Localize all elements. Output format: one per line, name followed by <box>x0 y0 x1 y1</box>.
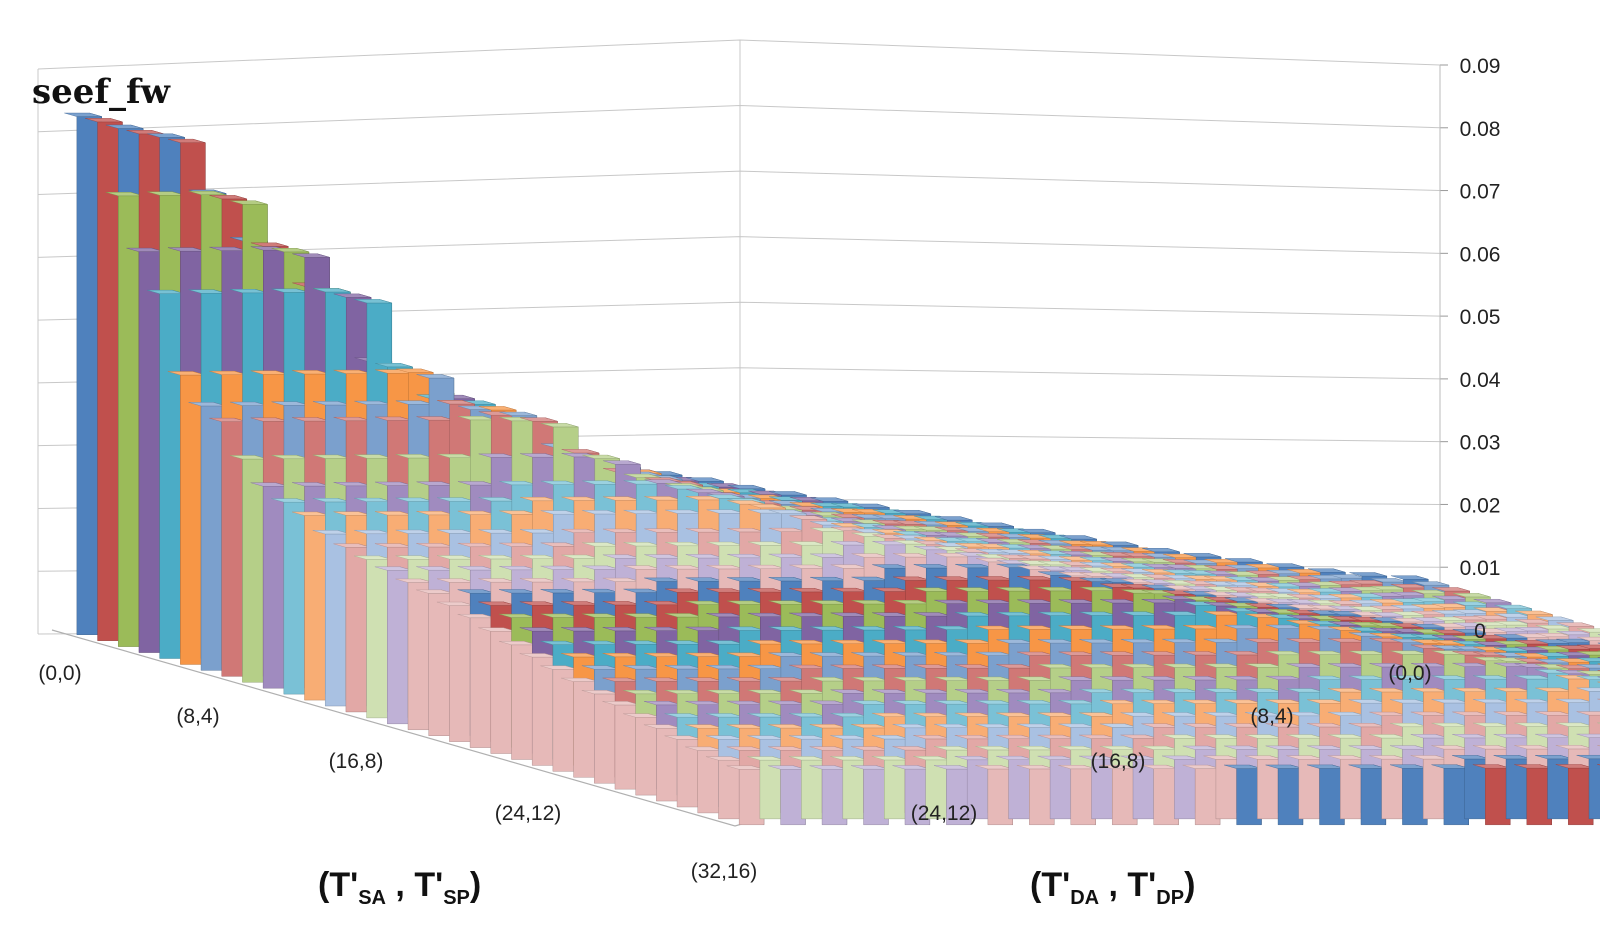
bar-top <box>188 190 227 195</box>
y-axis-title-sub2: DP <box>1156 887 1185 909</box>
bar-series <box>64 112 1600 826</box>
bar-top <box>582 454 620 459</box>
gridline <box>37 170 1441 196</box>
bar-top <box>810 497 848 502</box>
bar-top <box>416 374 454 379</box>
bar-top <box>768 509 807 514</box>
z-tick-label: 0.09 <box>1460 55 1501 78</box>
x-tick-label: (24,12) <box>495 802 562 825</box>
x-axis-title-main: (T' <box>318 866 359 904</box>
bar-top <box>520 417 558 422</box>
bar-top <box>271 248 309 253</box>
gridline <box>37 105 1441 133</box>
z-tick-label: 0.01 <box>1460 557 1501 580</box>
gridline <box>37 39 1441 70</box>
z-tick-label: 0 <box>1474 620 1486 643</box>
bar-top <box>395 368 434 373</box>
x-axis-title: (T'SA , T'SP) <box>318 866 481 910</box>
chart-title: seef_fw <box>32 72 170 112</box>
bar-top <box>375 363 413 368</box>
x-axis-title-mid: , T' <box>385 866 444 904</box>
bar-top <box>852 503 890 508</box>
y-axis-title-sub1: DA <box>1070 887 1100 909</box>
y-axis-title: (T'DA , T'DP) <box>1030 866 1195 910</box>
bar-top <box>333 293 372 298</box>
bar-top <box>437 400 475 405</box>
y-axis-title-mid: , T' <box>1099 866 1157 904</box>
x-tick-label: (0,0) <box>38 662 81 685</box>
bar-top <box>893 510 931 515</box>
bar-top <box>64 112 102 117</box>
bar-top <box>499 411 537 416</box>
bar-top <box>478 406 517 411</box>
z-tick-label: 0.06 <box>1460 243 1501 266</box>
bar-top <box>147 133 185 138</box>
y-tick-label: (8,4) <box>1250 705 1293 728</box>
bar-top <box>312 288 351 293</box>
y-tick-label: (16,8) <box>1091 750 1146 773</box>
x-tick-label: (8,4) <box>176 705 219 728</box>
bar-top <box>167 138 206 143</box>
x-axis-title-sub2: SP <box>443 887 470 909</box>
x-tick-label: (32,16) <box>691 860 758 883</box>
bar <box>64 112 102 636</box>
bar-top <box>209 195 247 200</box>
bar-top <box>727 485 766 489</box>
z-tick-label: 0.08 <box>1460 118 1501 141</box>
bar-top <box>105 124 144 129</box>
bar-top <box>292 253 330 258</box>
bar-face-right <box>1588 758 1600 820</box>
bar-top <box>603 460 641 465</box>
z-tick-label: 0.02 <box>1460 494 1501 517</box>
y-axis-title-main: (T' <box>1030 866 1071 904</box>
bar-top <box>250 242 289 247</box>
bar-top <box>748 504 786 509</box>
bar-top <box>230 200 268 205</box>
x-axis-title-sub1: SA <box>358 887 386 909</box>
x-tick-label: (16,8) <box>329 750 384 773</box>
bar-top <box>769 491 807 496</box>
y-tick-label: (0,0) <box>1388 662 1431 685</box>
z-tick-label: 0.04 <box>1460 369 1501 392</box>
y-tick-label: (24,12) <box>911 802 978 825</box>
bar-top <box>561 449 600 454</box>
y-axis-title-end: ) <box>1184 866 1196 904</box>
z-tick-label: 0.05 <box>1460 306 1501 329</box>
bar-top <box>934 516 973 521</box>
z-tick-label: 0.03 <box>1460 432 1501 455</box>
bar-top <box>686 477 724 482</box>
x-axis-title-end: ) <box>469 866 482 904</box>
z-tick-label: 0.07 <box>1460 181 1501 204</box>
bar-top <box>976 522 1014 527</box>
bar-top <box>85 118 123 123</box>
bar-top <box>540 423 579 428</box>
bar-top <box>354 299 392 304</box>
